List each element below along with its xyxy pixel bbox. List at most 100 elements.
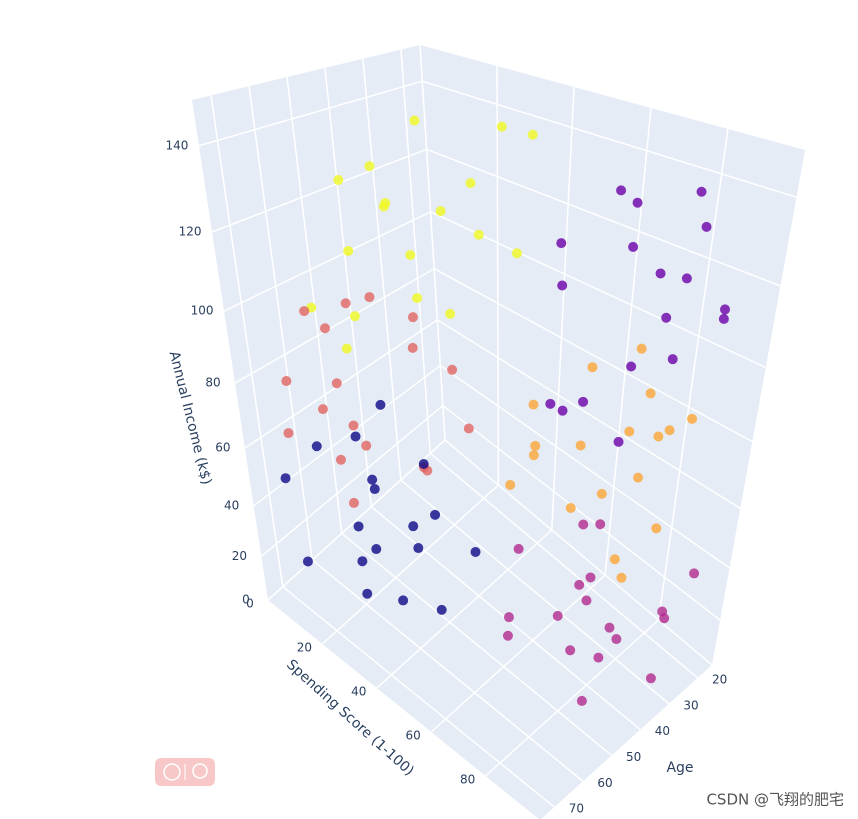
icon-ai[interactable] [163,763,181,781]
point [596,488,607,499]
grid-line [430,211,767,369]
point [595,519,606,530]
point [341,343,352,354]
grid-line [439,364,730,569]
tick-label: 0 [246,597,254,611]
point [581,595,592,606]
point [465,178,476,189]
point [503,612,514,623]
point [632,197,643,208]
tick-label: 20 [232,549,247,563]
point [557,405,568,416]
point [593,652,604,663]
grid-line [419,44,446,441]
point [281,376,292,387]
grid-line [485,619,660,777]
point [718,313,729,324]
tick-label: 20 [712,672,727,686]
point [556,238,567,249]
point [343,246,354,257]
point [613,436,624,447]
point [687,413,698,424]
left-wall [192,45,445,600]
point [463,423,474,434]
point [331,378,342,389]
point [357,556,368,567]
point [545,398,556,409]
point [651,523,662,534]
point [371,544,382,555]
point [633,472,644,483]
grid-line [444,439,713,666]
point [645,388,656,399]
tick-label: 80 [205,376,220,390]
point [511,248,522,259]
floor [268,440,712,819]
point [626,361,637,372]
point [628,241,639,252]
point [565,645,576,656]
grid-line [429,452,699,679]
grid-line [234,268,435,384]
scene-points [280,115,731,706]
point [585,572,596,583]
icon-search[interactable] [192,763,208,779]
point [280,473,291,484]
tick-label: 80 [460,773,475,787]
point [720,304,731,315]
point [701,221,712,232]
point [409,115,420,126]
tick-label: 0 [242,593,250,607]
point [667,354,678,365]
point [407,312,418,323]
tick-label: 50 [626,750,641,764]
point [447,364,458,375]
point [413,543,424,554]
point [412,293,423,304]
point [349,311,360,322]
tick-label: 60 [597,776,612,790]
point [408,521,419,532]
point [299,306,310,317]
point [636,343,647,354]
z-axis-title: Annual Income (k$) [166,350,215,487]
point [473,229,484,240]
point [407,342,418,353]
point [430,509,441,520]
point [375,399,386,410]
grid-line [430,574,606,733]
y-axis-title: Age [666,760,693,776]
point [655,268,666,279]
scene-walls [192,45,805,819]
point [348,420,359,431]
point [528,450,539,461]
point [418,458,429,469]
grid-line [341,532,613,756]
point [502,630,513,641]
grid-line [210,95,284,587]
point [661,312,672,323]
grid-line [267,439,446,601]
point [380,197,391,208]
point [565,502,576,513]
point [470,546,481,557]
grid-line [657,128,729,621]
point [645,673,656,684]
tick-label: 120 [179,225,202,239]
point [333,174,344,185]
grid-line [400,479,670,705]
tick-label: 40 [224,498,239,512]
grid-line [437,319,741,510]
point [574,579,585,590]
point [302,556,313,567]
grid-line [433,267,753,443]
right-wall [420,45,805,665]
point [311,441,322,452]
tick-label: 40 [655,724,670,738]
point [616,572,627,583]
point [578,396,589,407]
watermark: CSDN @飞翔的肥宅 [706,791,844,809]
grid-line [422,80,797,198]
modebar[interactable] [155,758,215,786]
